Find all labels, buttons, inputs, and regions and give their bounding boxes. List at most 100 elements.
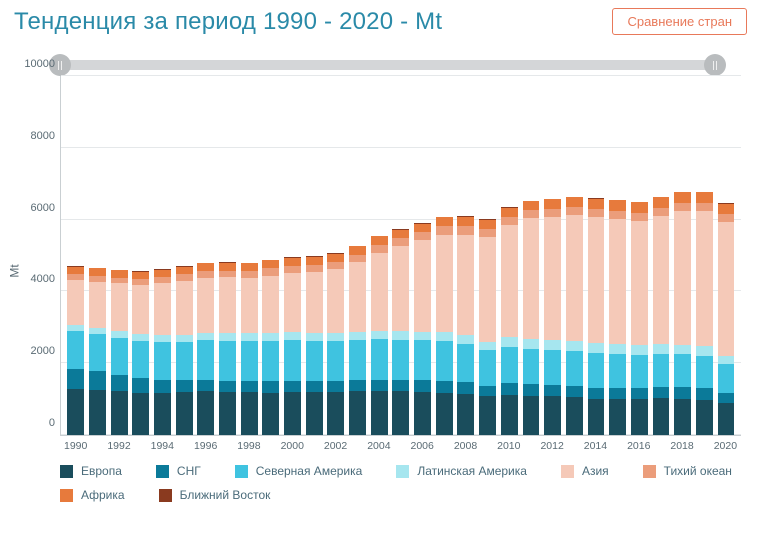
- bar-2009[interactable]: [479, 219, 496, 435]
- bar-2006[interactable]: [414, 223, 431, 435]
- segment-n_amer: [67, 331, 84, 368]
- segment-cis: [371, 380, 388, 392]
- segment-africa: [132, 272, 149, 280]
- legend-item-m_east[interactable]: Ближний Восток: [159, 488, 271, 502]
- bar-2002[interactable]: [327, 253, 344, 435]
- compare-countries-button[interactable]: Сравнение стран: [612, 8, 747, 35]
- segment-l_amer: [588, 343, 605, 353]
- x-tick-label: [87, 440, 107, 452]
- y-tick-label: 2000: [31, 345, 61, 357]
- segment-pacific: [544, 209, 561, 217]
- bar-2015[interactable]: [609, 200, 626, 435]
- bar-2008[interactable]: [457, 216, 474, 435]
- bar-2017[interactable]: [653, 197, 670, 435]
- segment-pacific: [588, 209, 605, 217]
- bar-2019[interactable]: [696, 192, 713, 435]
- legend-label: Азия: [582, 464, 609, 478]
- bar-2005[interactable]: [392, 229, 409, 435]
- bar-2014[interactable]: [588, 198, 605, 435]
- segment-asia: [414, 240, 431, 331]
- segment-asia: [219, 277, 236, 333]
- segment-n_amer: [588, 353, 605, 388]
- bar-2003[interactable]: [349, 246, 366, 435]
- segment-africa: [111, 270, 128, 278]
- segment-europe: [696, 400, 713, 435]
- bar-1998[interactable]: [241, 263, 258, 435]
- segment-africa: [197, 263, 214, 271]
- segment-asia: [523, 218, 540, 339]
- legend-label: Европа: [81, 464, 122, 478]
- legend-swatch: [561, 465, 574, 478]
- segment-asia: [501, 225, 518, 337]
- segment-l_amer: [718, 356, 735, 364]
- segment-africa: [284, 258, 301, 266]
- bar-1992[interactable]: [111, 270, 128, 435]
- segment-cis: [523, 384, 540, 396]
- bar-2020[interactable]: [718, 203, 735, 435]
- segment-n_amer: [609, 354, 626, 387]
- segment-europe: [306, 392, 323, 435]
- legend-item-africa[interactable]: Африка: [60, 488, 125, 502]
- segment-pacific: [631, 213, 648, 221]
- page-title: Тенденция за период 1990 - 2020 - Mt: [14, 8, 442, 36]
- segment-l_amer: [457, 335, 474, 344]
- x-tick-label: 2020: [714, 440, 737, 452]
- segment-cis: [176, 380, 193, 392]
- bar-1997[interactable]: [219, 262, 236, 435]
- legend-item-l_amer[interactable]: Латинская Америка: [396, 464, 527, 478]
- legend-item-europe[interactable]: Европа: [60, 464, 122, 478]
- bar-2004[interactable]: [371, 236, 388, 435]
- segment-l_amer: [262, 333, 279, 341]
- legend-item-asia[interactable]: Азия: [561, 464, 609, 478]
- segment-asia: [392, 246, 409, 331]
- slider-handle-end[interactable]: [704, 54, 726, 76]
- x-tick-label: 2018: [670, 440, 693, 452]
- segment-asia: [718, 222, 735, 356]
- bar-1995[interactable]: [176, 266, 193, 435]
- segment-pacific: [349, 255, 366, 263]
- segment-asia: [67, 280, 84, 325]
- bar-2016[interactable]: [631, 202, 648, 435]
- segment-l_amer: [609, 344, 626, 354]
- segment-europe: [609, 399, 626, 435]
- segment-africa: [306, 257, 323, 265]
- bar-2007[interactable]: [436, 217, 453, 435]
- legend-item-cis[interactable]: СНГ: [156, 464, 201, 478]
- legend-item-n_amer[interactable]: Северная Америка: [235, 464, 363, 478]
- bar-1991[interactable]: [89, 268, 106, 435]
- segment-africa: [219, 263, 236, 271]
- segment-asia: [544, 217, 561, 340]
- year-range-slider[interactable]: [60, 60, 715, 70]
- bar-1993[interactable]: [132, 271, 149, 435]
- bar-2012[interactable]: [544, 199, 561, 435]
- segment-cis: [436, 381, 453, 393]
- segment-l_amer: [501, 337, 518, 346]
- segment-africa: [566, 197, 583, 207]
- segment-europe: [132, 393, 149, 435]
- bar-2011[interactable]: [523, 201, 540, 435]
- y-tick-label: 10000: [24, 58, 61, 70]
- segment-europe: [501, 395, 518, 435]
- bar-2000[interactable]: [284, 257, 301, 435]
- legend-item-pacific[interactable]: Тихий океан: [643, 464, 732, 478]
- segment-pacific: [327, 262, 344, 270]
- bar-1999[interactable]: [262, 260, 279, 435]
- legend-label: Тихий океан: [664, 464, 732, 478]
- bar-2010[interactable]: [501, 207, 518, 435]
- segment-asia: [436, 235, 453, 332]
- bar-1990[interactable]: [67, 266, 84, 435]
- bar-1996[interactable]: [197, 263, 214, 435]
- bar-1994[interactable]: [154, 269, 171, 435]
- segment-l_amer: [479, 342, 496, 351]
- y-tick-label: 4000: [31, 273, 61, 285]
- bar-2013[interactable]: [566, 197, 583, 435]
- segment-cis: [696, 388, 713, 400]
- segment-n_amer: [457, 344, 474, 382]
- segment-pacific: [371, 245, 388, 253]
- x-tick-label: [391, 440, 411, 452]
- bar-2018[interactable]: [674, 192, 691, 435]
- segment-asia: [327, 269, 344, 333]
- segment-europe: [566, 397, 583, 435]
- segment-africa: [349, 246, 366, 254]
- bar-2001[interactable]: [306, 256, 323, 435]
